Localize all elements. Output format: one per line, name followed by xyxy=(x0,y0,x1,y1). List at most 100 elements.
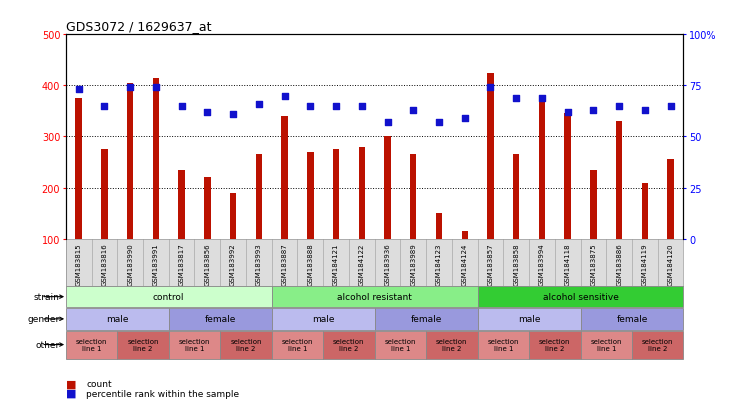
Bar xyxy=(101,150,107,239)
Point xyxy=(510,95,522,102)
Point xyxy=(124,85,136,91)
Point xyxy=(227,112,239,118)
Bar xyxy=(75,99,82,239)
Text: selection
line 2: selection line 2 xyxy=(127,338,159,351)
Text: selection
line 1: selection line 1 xyxy=(385,338,416,351)
Bar xyxy=(477,286,683,308)
Point xyxy=(562,109,574,116)
Bar xyxy=(358,147,365,239)
Text: control: control xyxy=(153,292,184,301)
Point xyxy=(356,103,368,110)
Text: male: male xyxy=(312,315,334,323)
Text: GSM183857: GSM183857 xyxy=(488,243,493,285)
Bar xyxy=(272,331,323,359)
Point xyxy=(664,103,676,110)
Bar xyxy=(220,331,272,359)
Text: GSM183858: GSM183858 xyxy=(513,243,519,285)
Text: GSM183816: GSM183816 xyxy=(102,243,107,285)
Bar xyxy=(256,155,262,239)
Text: GSM184118: GSM184118 xyxy=(564,243,571,285)
Bar xyxy=(169,309,272,330)
Bar xyxy=(127,83,133,239)
Text: GSM184122: GSM184122 xyxy=(359,243,365,285)
Bar xyxy=(580,331,632,359)
Text: GSM183856: GSM183856 xyxy=(205,243,211,285)
Bar xyxy=(272,286,477,308)
Bar xyxy=(529,331,580,359)
Bar xyxy=(169,331,220,359)
Text: GSM183989: GSM183989 xyxy=(410,243,416,285)
Bar xyxy=(632,331,683,359)
Bar xyxy=(178,170,185,239)
Text: selection
line 1: selection line 1 xyxy=(281,338,313,351)
Point xyxy=(639,107,651,114)
Bar xyxy=(307,152,314,239)
Text: count: count xyxy=(86,379,112,388)
Bar xyxy=(488,74,493,239)
Bar xyxy=(66,309,169,330)
Text: percentile rank within the sample: percentile rank within the sample xyxy=(86,389,239,398)
Bar xyxy=(616,122,622,239)
Text: strain: strain xyxy=(34,292,60,301)
Text: ■: ■ xyxy=(66,388,76,398)
Text: GSM184120: GSM184120 xyxy=(667,243,673,285)
Bar xyxy=(374,309,477,330)
Text: male: male xyxy=(518,315,540,323)
Text: gender: gender xyxy=(27,315,60,323)
Bar xyxy=(410,155,417,239)
Text: GDS3072 / 1629637_at: GDS3072 / 1629637_at xyxy=(66,19,211,33)
Text: selection
line 1: selection line 1 xyxy=(591,338,622,351)
Bar xyxy=(539,102,545,239)
Point xyxy=(330,103,342,110)
Bar xyxy=(461,232,468,239)
Text: female: female xyxy=(205,315,236,323)
Bar xyxy=(272,309,374,330)
Text: selection
line 2: selection line 2 xyxy=(539,338,571,351)
Point xyxy=(588,107,599,114)
Text: selection
line 1: selection line 1 xyxy=(76,338,107,351)
Bar xyxy=(374,331,426,359)
Text: GSM183993: GSM183993 xyxy=(256,243,262,285)
Text: GSM184124: GSM184124 xyxy=(462,243,468,285)
Bar xyxy=(323,331,374,359)
Text: GSM183888: GSM183888 xyxy=(307,243,314,285)
Bar xyxy=(590,170,596,239)
Text: GSM183886: GSM183886 xyxy=(616,243,622,285)
Text: selection
line 2: selection line 2 xyxy=(230,338,262,351)
Point xyxy=(73,87,85,93)
Bar xyxy=(117,331,169,359)
Text: selection
line 1: selection line 1 xyxy=(488,338,519,351)
Text: GSM184123: GSM184123 xyxy=(436,243,442,285)
Bar xyxy=(580,309,683,330)
Text: GSM184121: GSM184121 xyxy=(333,243,339,285)
Point xyxy=(613,103,625,110)
Text: female: female xyxy=(410,315,442,323)
Text: other: other xyxy=(35,340,60,349)
Bar xyxy=(426,331,477,359)
Text: selection
line 1: selection line 1 xyxy=(178,338,211,351)
Text: alcohol sensitive: alcohol sensitive xyxy=(542,292,618,301)
Bar xyxy=(477,331,529,359)
Text: GSM183887: GSM183887 xyxy=(281,243,287,285)
Bar xyxy=(281,117,288,239)
Bar xyxy=(66,286,272,308)
Point xyxy=(536,95,548,102)
Bar xyxy=(204,178,211,239)
Point xyxy=(304,103,316,110)
Bar xyxy=(667,160,674,239)
Text: GSM183875: GSM183875 xyxy=(591,243,596,285)
Text: GSM183990: GSM183990 xyxy=(127,243,133,285)
Point xyxy=(150,85,162,91)
Text: GSM183994: GSM183994 xyxy=(539,243,545,285)
Text: female: female xyxy=(616,315,648,323)
Point xyxy=(433,119,445,126)
Text: selection
line 2: selection line 2 xyxy=(642,338,673,351)
Bar xyxy=(153,78,159,239)
Bar xyxy=(564,114,571,239)
Text: GSM183991: GSM183991 xyxy=(153,243,159,285)
Point xyxy=(407,107,419,114)
Bar xyxy=(477,309,580,330)
Bar xyxy=(436,214,442,239)
Text: alcohol resistant: alcohol resistant xyxy=(337,292,412,301)
Text: GSM184119: GSM184119 xyxy=(642,243,648,285)
